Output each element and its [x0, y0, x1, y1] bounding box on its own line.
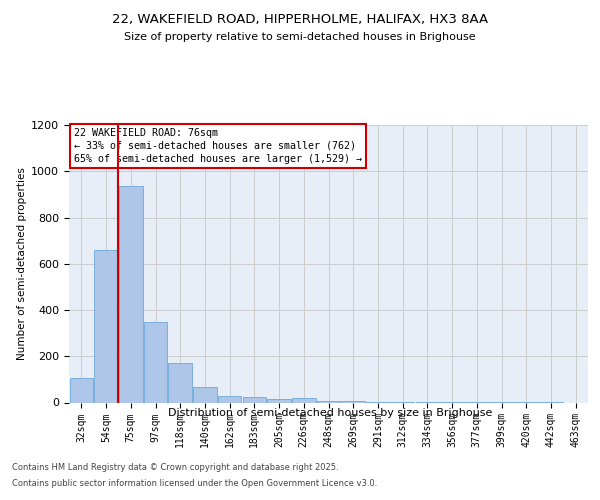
Text: Contains public sector information licensed under the Open Government Licence v3: Contains public sector information licen…: [12, 479, 377, 488]
Bar: [94, 250, 118, 402]
Bar: [119, 186, 143, 402]
Bar: [144, 322, 167, 402]
Text: Contains HM Land Registry data © Crown copyright and database right 2025.: Contains HM Land Registry data © Crown c…: [12, 462, 338, 471]
Text: Distribution of semi-detached houses by size in Brighouse: Distribution of semi-detached houses by …: [168, 408, 492, 418]
Y-axis label: Number of semi-detached properties: Number of semi-detached properties: [17, 168, 27, 360]
Bar: [317, 400, 340, 402]
Bar: [218, 396, 241, 402]
Bar: [242, 398, 266, 402]
Bar: [70, 378, 93, 402]
Text: 22 WAKEFIELD ROAD: 76sqm
← 33% of semi-detached houses are smaller (762)
65% of : 22 WAKEFIELD ROAD: 76sqm ← 33% of semi-d…: [74, 128, 362, 164]
Bar: [292, 398, 316, 402]
Bar: [193, 387, 217, 402]
Bar: [268, 399, 291, 402]
Text: Size of property relative to semi-detached houses in Brighouse: Size of property relative to semi-detach…: [124, 32, 476, 42]
Text: 22, WAKEFIELD ROAD, HIPPERHOLME, HALIFAX, HX3 8AA: 22, WAKEFIELD ROAD, HIPPERHOLME, HALIFAX…: [112, 12, 488, 26]
Bar: [169, 363, 192, 403]
